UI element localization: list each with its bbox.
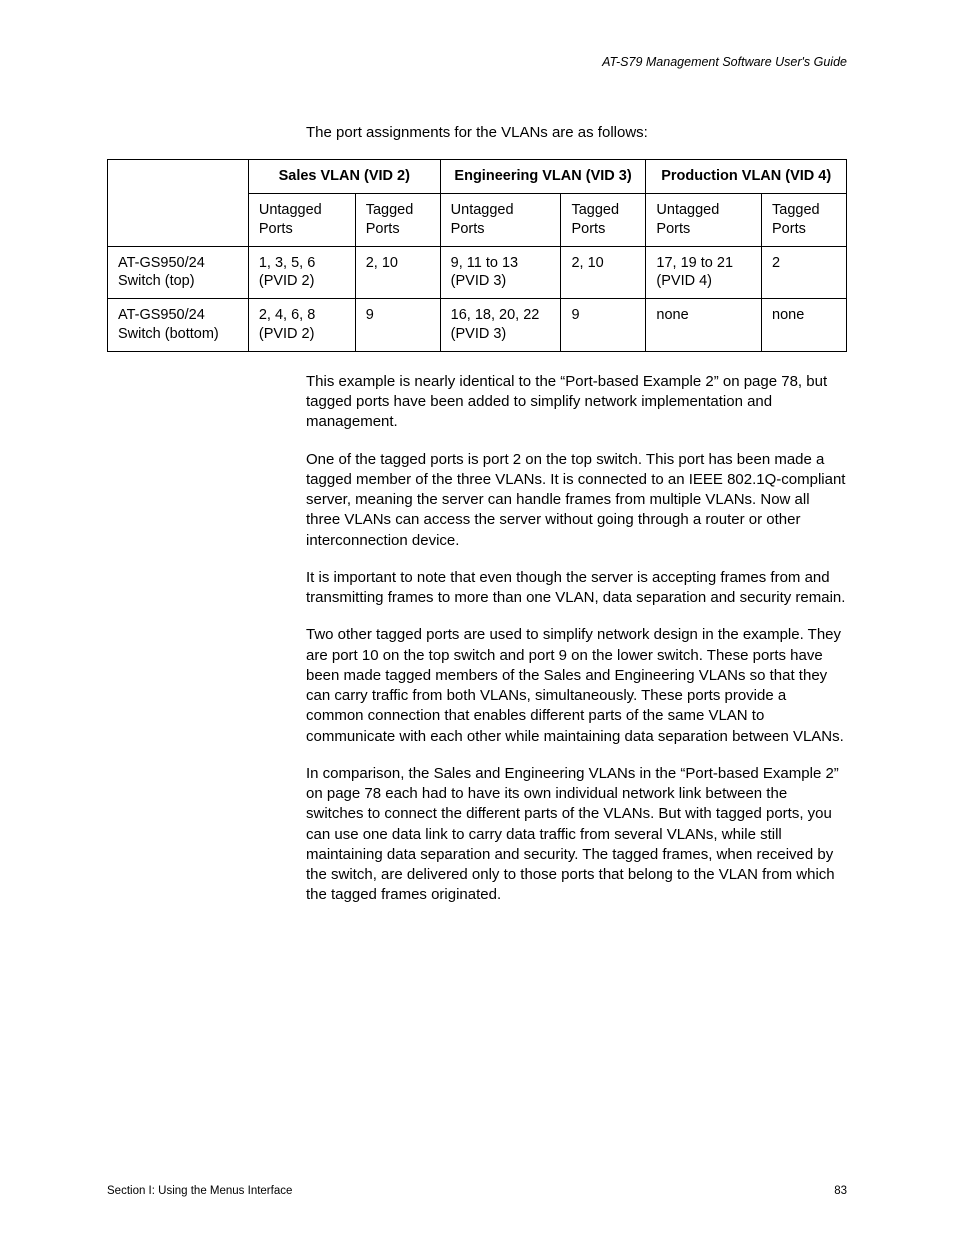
table-subheader-tagged: Tagged Ports	[762, 193, 847, 246]
table-corner-cell	[108, 160, 249, 247]
table-subheader-untagged: Untagged Ports	[440, 193, 561, 246]
body-paragraph: It is important to note that even though…	[306, 568, 847, 609]
table-subheader-untagged: Untagged Ports	[248, 193, 355, 246]
table-header-production: Production VLAN (VID 4)	[646, 160, 847, 194]
table-cell: none	[646, 299, 762, 352]
table-cell: 2	[762, 246, 847, 299]
body-paragraph: One of the tagged ports is port 2 on the…	[306, 450, 847, 551]
page-footer: Section I: Using the Menus Interface 83	[107, 1185, 847, 1197]
table-cell: 2, 4, 6, 8 (PVID 2)	[248, 299, 355, 352]
table-cell: 9	[355, 299, 440, 352]
table-cell: 1, 3, 5, 6 (PVID 2)	[248, 246, 355, 299]
table-cell: 9	[561, 299, 646, 352]
table-subheader-untagged: Untagged Ports	[646, 193, 762, 246]
body-paragraph: This example is nearly identical to the …	[306, 372, 847, 433]
table-cell: 17, 19 to 21 (PVID 4)	[646, 246, 762, 299]
table-row: AT-GS950/24 Switch (top) 1, 3, 5, 6 (PVI…	[108, 246, 847, 299]
footer-page-number: 83	[834, 1185, 847, 1197]
body-paragraph: In comparison, the Sales and Engineering…	[306, 764, 847, 906]
body-paragraph: Two other tagged ports are used to simpl…	[306, 625, 847, 747]
table-cell-label: AT-GS950/24 Switch (top)	[108, 246, 249, 299]
intro-text: The port assignments for the VLANs are a…	[306, 124, 847, 141]
header-guide-title: AT-S79 Management Software User's Guide	[107, 55, 847, 69]
table-cell: 2, 10	[561, 246, 646, 299]
table-header-sales: Sales VLAN (VID 2)	[248, 160, 440, 194]
vlan-port-table: Sales VLAN (VID 2) Engineering VLAN (VID…	[107, 159, 847, 352]
table-cell: none	[762, 299, 847, 352]
table-header-engineering: Engineering VLAN (VID 3)	[440, 160, 646, 194]
table-row: AT-GS950/24 Switch (bottom) 2, 4, 6, 8 (…	[108, 299, 847, 352]
table-cell: 9, 11 to 13 (PVID 3)	[440, 246, 561, 299]
footer-section-label: Section I: Using the Menus Interface	[107, 1185, 292, 1197]
table-cell-label: AT-GS950/24 Switch (bottom)	[108, 299, 249, 352]
table-cell: 2, 10	[355, 246, 440, 299]
table-subheader-tagged: Tagged Ports	[561, 193, 646, 246]
table-cell: 16, 18, 20, 22 (PVID 3)	[440, 299, 561, 352]
table-subheader-tagged: Tagged Ports	[355, 193, 440, 246]
